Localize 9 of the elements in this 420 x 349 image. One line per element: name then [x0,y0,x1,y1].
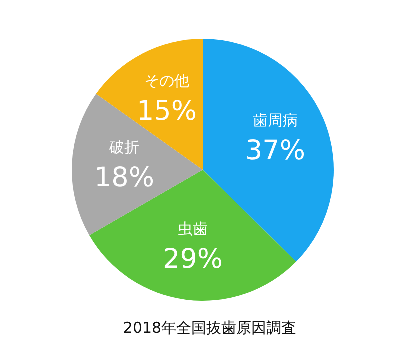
slice-label: 虫歯 [178,220,208,238]
data-label: 18% [94,162,154,194]
data-label: 37% [245,136,306,167]
slice-label: 歯周病 [252,112,298,130]
text: 2018年全国抜歯原因調査 [123,319,297,337]
slice-label: 破折 [108,138,140,156]
slice-label: その他 [144,72,190,90]
data-label: 15% [136,96,197,128]
data-label: 29% [163,244,224,275]
